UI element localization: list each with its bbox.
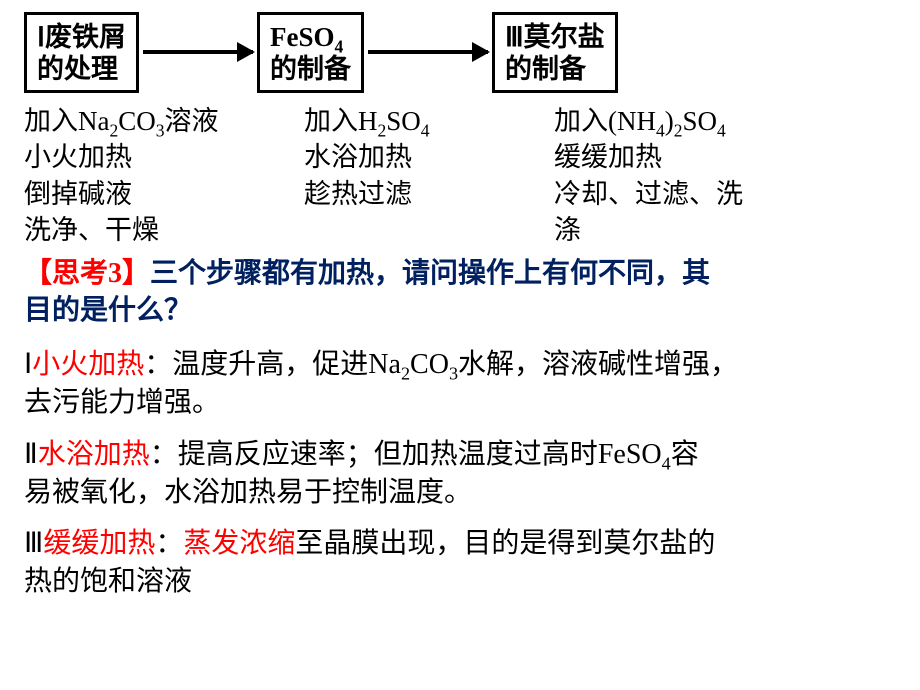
arrow-1 xyxy=(143,50,253,54)
question-text-2: 目的是什么？ xyxy=(24,295,192,326)
c3-l2: 缓缓加热 xyxy=(554,139,854,175)
answer-2: Ⅱ水浴加热：提高反应速率；但加热温度过高时FeSO4容 易被氧化，水浴加热易于控… xyxy=(24,436,896,512)
arrow-2 xyxy=(368,50,488,54)
c2-l1: 加入H2SO4 xyxy=(304,103,554,139)
c2-l2: 水浴加热 xyxy=(304,139,554,175)
flow-box-2: FeSO4 的制备 xyxy=(257,12,364,93)
a1-t3: 去污能力增强。 xyxy=(24,387,220,418)
c3-l3: 冷却、过滤、洗 xyxy=(554,176,854,212)
a2-num: Ⅱ xyxy=(24,439,38,470)
a1-t2: 水解，溶液碱性增强， xyxy=(458,349,738,380)
flow-row: Ⅰ废铁屑 的处理 FeSO4 的制备 Ⅲ莫尔盐 的制备 xyxy=(24,12,896,93)
a1-red: 小火加热 xyxy=(32,349,144,380)
question-text-1: 三个步骤都有加热，请问操作上有何不同，其 xyxy=(150,258,710,289)
c1-l1: 加入Na2CO3溶液 xyxy=(24,103,304,139)
c1-l3: 倒掉碱液 xyxy=(24,176,304,212)
steps-row: 加入Na2CO3溶液 小火加热 倒掉碱液 洗净、干燥 加入H2SO4 水浴加热 … xyxy=(24,103,896,249)
steps-col-3: 加入(NH4)2SO4 缓缓加热 冷却、过滤、洗 涤 xyxy=(554,103,854,249)
a2-t1: ：提高反应速率；但加热温度过高时 xyxy=(150,439,598,470)
a3-num: Ⅲ xyxy=(24,528,43,559)
answer-1: Ⅰ小火加热：温度升高，促进Na2CO3水解，溶液碱性增强， 去污能力增强。 xyxy=(24,346,896,422)
c3-l4: 涤 xyxy=(554,212,854,248)
steps-col-2: 加入H2SO4 水浴加热 趁热过滤 xyxy=(304,103,554,249)
c2-l3: 趁热过滤 xyxy=(304,176,554,212)
flow-box-3: Ⅲ莫尔盐 的制备 xyxy=(492,12,618,93)
steps-col-1: 加入Na2CO3溶液 小火加热 倒掉碱液 洗净、干燥 xyxy=(24,103,304,249)
box1-line1: Ⅰ废铁屑 xyxy=(37,21,126,53)
flow-box-1: Ⅰ废铁屑 的处理 xyxy=(24,12,139,93)
a3-red1: 缓缓加热 xyxy=(43,528,155,559)
box1-line2: 的处理 xyxy=(37,53,126,85)
a1-t1: ：温度升高，促进 xyxy=(144,349,368,380)
a3-t1: 至晶膜出现，目的是得到莫尔盐的 xyxy=(295,528,715,559)
box2-line1: FeSO4 xyxy=(270,21,351,53)
c3-l1: 加入(NH4)2SO4 xyxy=(554,103,854,139)
a2-t3: 易被氧化，水浴加热易于控制温度。 xyxy=(24,477,472,508)
a3-red2: 蒸发浓缩 xyxy=(183,528,295,559)
question-block: 【思考3】三个步骤都有加热，请问操作上有何不同，其 目的是什么？ xyxy=(24,255,896,331)
c1-l4: 洗净、干燥 xyxy=(24,212,304,248)
a2-t2: 容 xyxy=(671,439,699,470)
box3-line1: Ⅲ莫尔盐 xyxy=(505,21,605,53)
question-label: 【思考3】 xyxy=(24,258,150,289)
box3-line2: 的制备 xyxy=(505,53,605,85)
a3-t2: 热的饱和溶液 xyxy=(24,566,192,597)
box2-line2: 的制备 xyxy=(270,53,351,85)
answer-3: Ⅲ缓缓加热：蒸发浓缩至晶膜出现，目的是得到莫尔盐的 热的饱和溶液 xyxy=(24,525,896,601)
c1-l2: 小火加热 xyxy=(24,139,304,175)
a2-red: 水浴加热 xyxy=(38,439,150,470)
